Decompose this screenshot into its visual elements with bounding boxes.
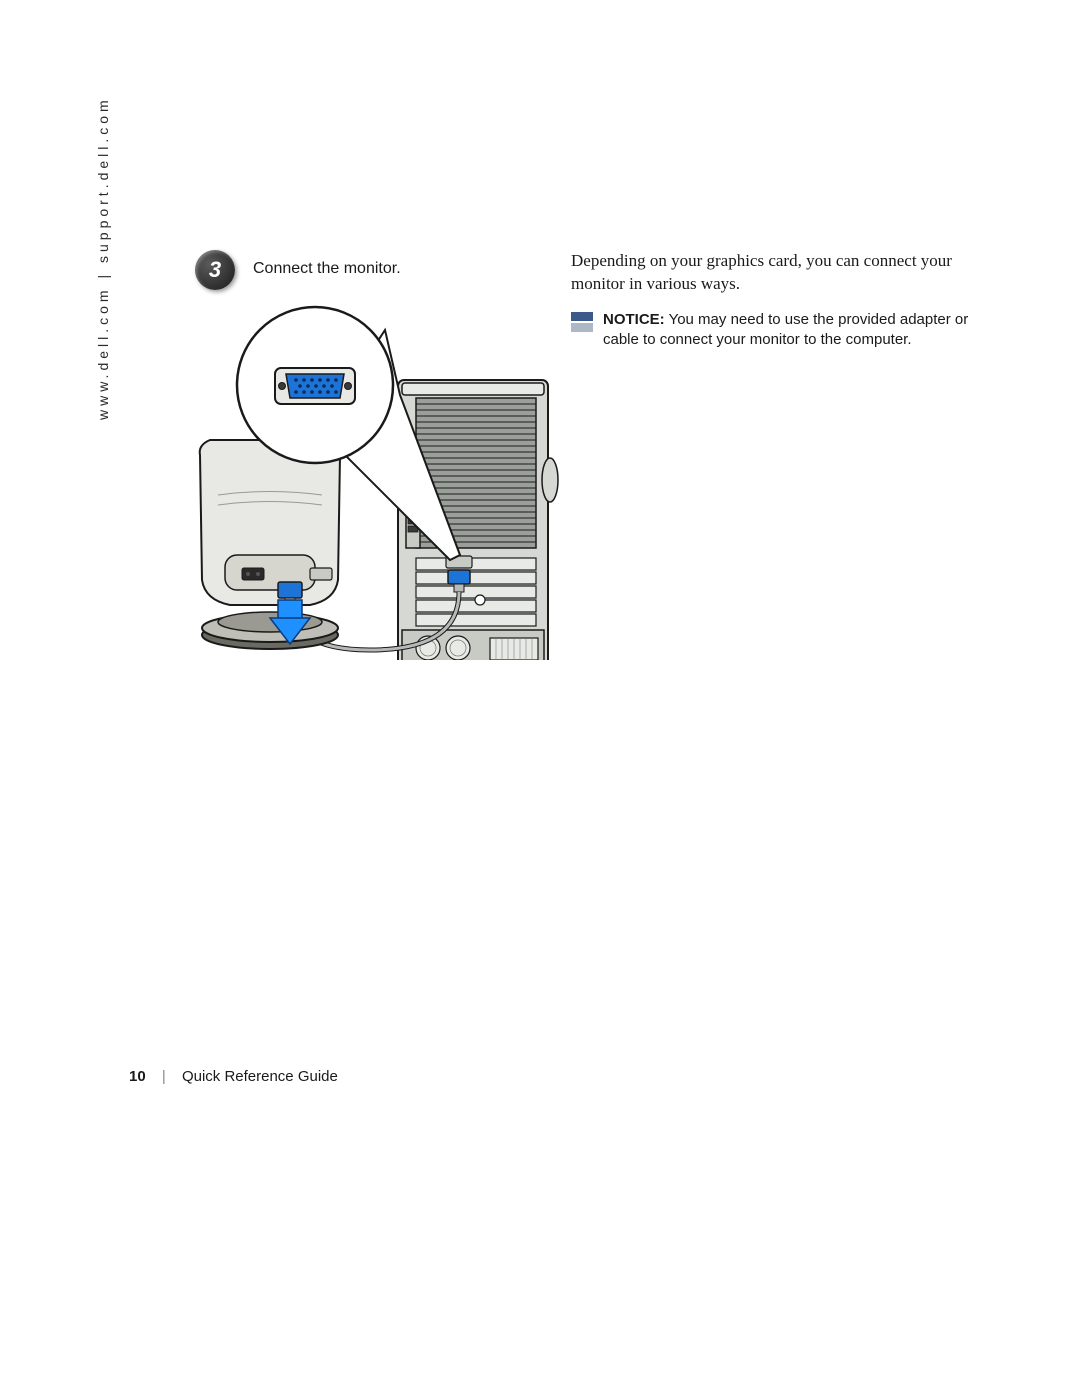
notice-icon [571,312,593,332]
notice-block: NOTICE: You may need to use the provided… [571,310,990,351]
footer-title: Quick Reference Guide [182,1068,338,1085]
notice-body: NOTICE: You may need to use the provided… [603,310,990,351]
step-right-column: Depending on your graphics card, you can… [571,250,990,350]
page-footer: 10 | Quick Reference Guide [129,1068,338,1085]
vga-port-callout [237,307,393,463]
step-instruction-text: Connect the monitor. [253,250,553,278]
step-description-text: Depending on your graphics card, you can… [571,250,990,296]
page-number: 10 [129,1068,146,1085]
step-left-column: Connect the monitor. [253,250,553,278]
monitor-connection-illustration [170,300,570,660]
notice-label: NOTICE: [603,311,665,328]
side-url-text: www.dell.com | support.dell.com [95,96,111,420]
step-number-badge: 3 [195,250,235,290]
footer-separator: | [162,1068,166,1085]
page: www.dell.com | support.dell.com 3 Connec… [0,0,1080,1397]
